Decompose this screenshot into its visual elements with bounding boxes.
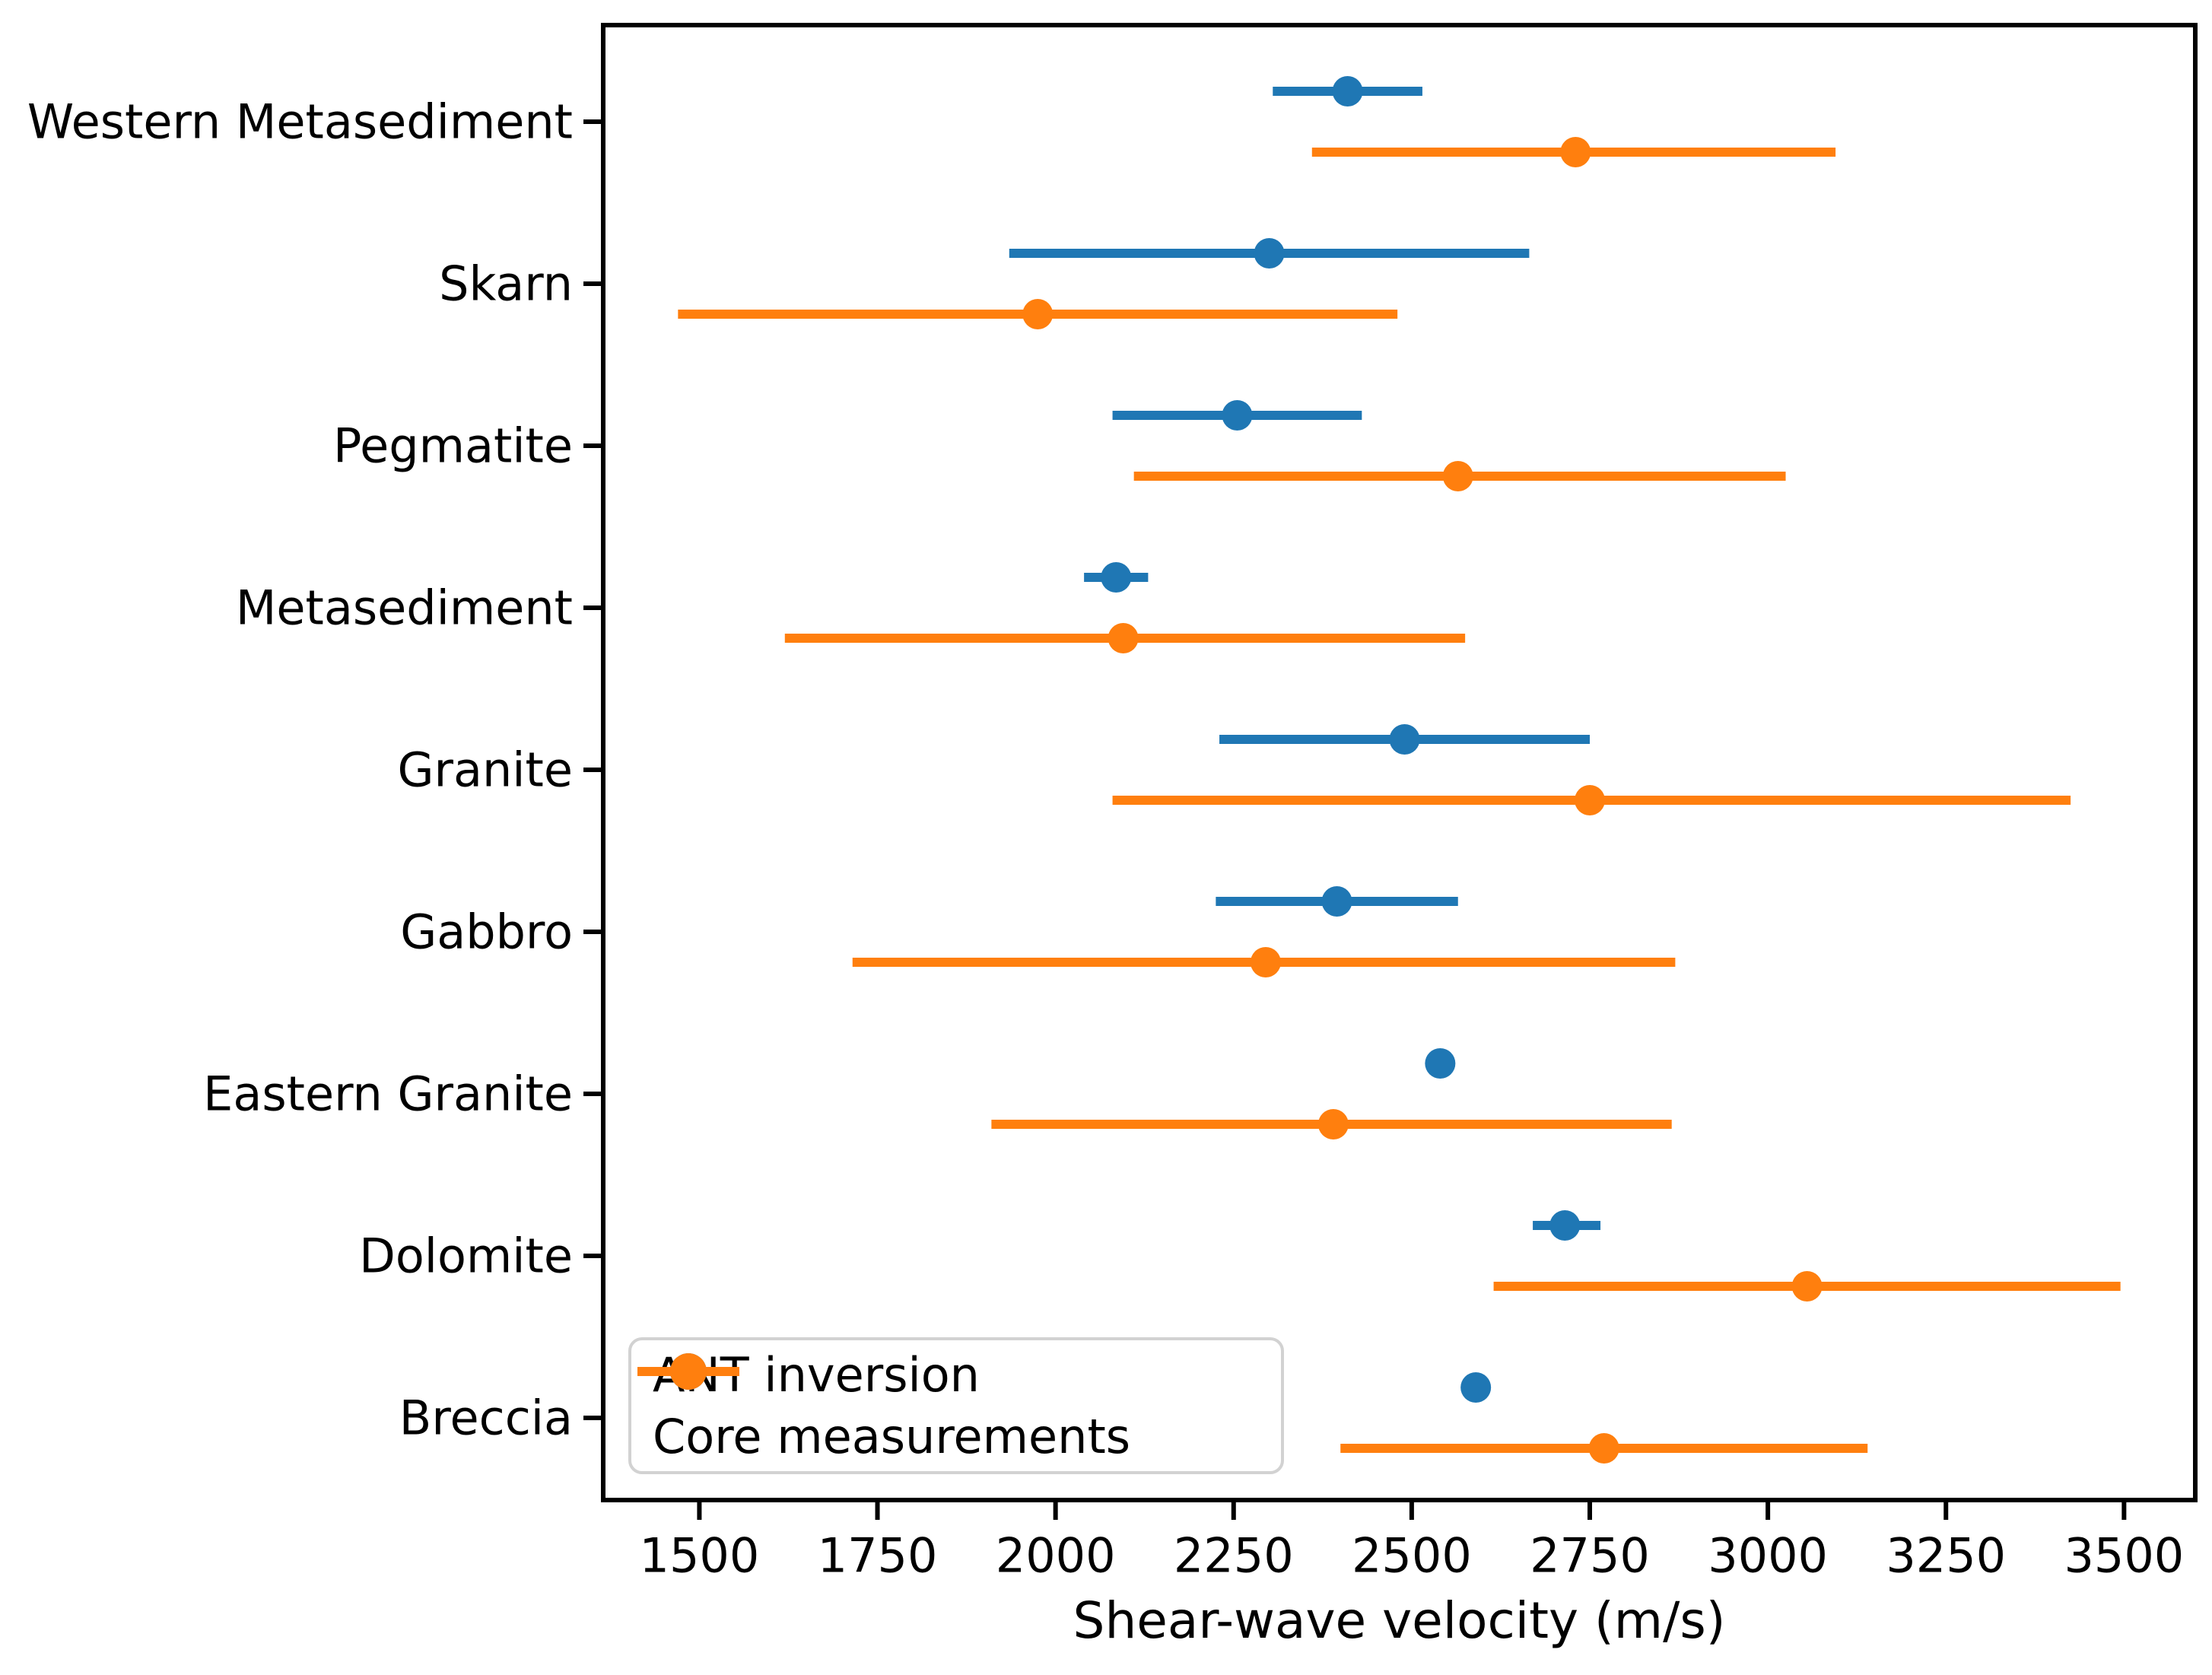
data-point-marker xyxy=(1250,947,1281,977)
category-label: Breccia xyxy=(399,1391,573,1446)
x-axis-title: Shear-wave velocity (m/s) xyxy=(1073,1591,1726,1650)
category-label: Granite xyxy=(397,742,573,798)
data-point-marker xyxy=(1460,1372,1492,1403)
x-tick-label: 3500 xyxy=(2064,1527,2184,1583)
x-tick-label: 1750 xyxy=(818,1527,938,1583)
data-point-marker xyxy=(1317,1109,1349,1139)
legend: ANT inversion Core measurements xyxy=(628,1337,1284,1474)
data-point-marker xyxy=(1425,1048,1456,1079)
errorbar-marker-icon xyxy=(637,1353,739,1390)
data-point-marker xyxy=(1791,1271,1823,1302)
data-point-marker xyxy=(1254,238,1285,269)
x-tick-label: 2750 xyxy=(1530,1527,1650,1583)
legend-marker-dot xyxy=(670,1353,707,1390)
data-point-marker xyxy=(1321,886,1352,917)
x-tick-label: 2500 xyxy=(1352,1527,1472,1583)
plot-border xyxy=(601,23,2198,1502)
x-tick-label: 1500 xyxy=(640,1527,760,1583)
x-tick-label: 2250 xyxy=(1174,1527,1294,1583)
category-label: Metasediment xyxy=(236,580,573,636)
data-point-marker xyxy=(1442,461,1473,491)
data-point-marker xyxy=(1575,785,1606,815)
data-point-marker xyxy=(1222,400,1253,431)
data-point-marker xyxy=(1588,1433,1619,1464)
legend-item-core-measurements: Core measurements xyxy=(637,1353,1260,1467)
category-label: Eastern Granite xyxy=(203,1066,573,1122)
data-point-marker xyxy=(1332,76,1363,106)
data-point-marker xyxy=(1108,623,1139,653)
data-point-marker xyxy=(1389,724,1420,755)
category-label: Dolomite xyxy=(359,1228,573,1284)
category-label: Skarn xyxy=(439,256,573,312)
data-point-marker xyxy=(1101,562,1132,593)
x-tick-label: 3000 xyxy=(1708,1527,1828,1583)
x-tick-label: 2000 xyxy=(996,1527,1116,1583)
x-tick-label: 3250 xyxy=(1886,1527,2006,1583)
data-point-marker xyxy=(1022,299,1054,329)
data-point-marker xyxy=(1549,1210,1581,1241)
category-label: Western Metasediment xyxy=(27,94,573,150)
category-label: Gabbro xyxy=(400,904,573,960)
data-point-marker xyxy=(1560,137,1591,167)
category-label: Pegmatite xyxy=(333,418,573,474)
legend-item-label: Core measurements xyxy=(653,1409,1131,1464)
